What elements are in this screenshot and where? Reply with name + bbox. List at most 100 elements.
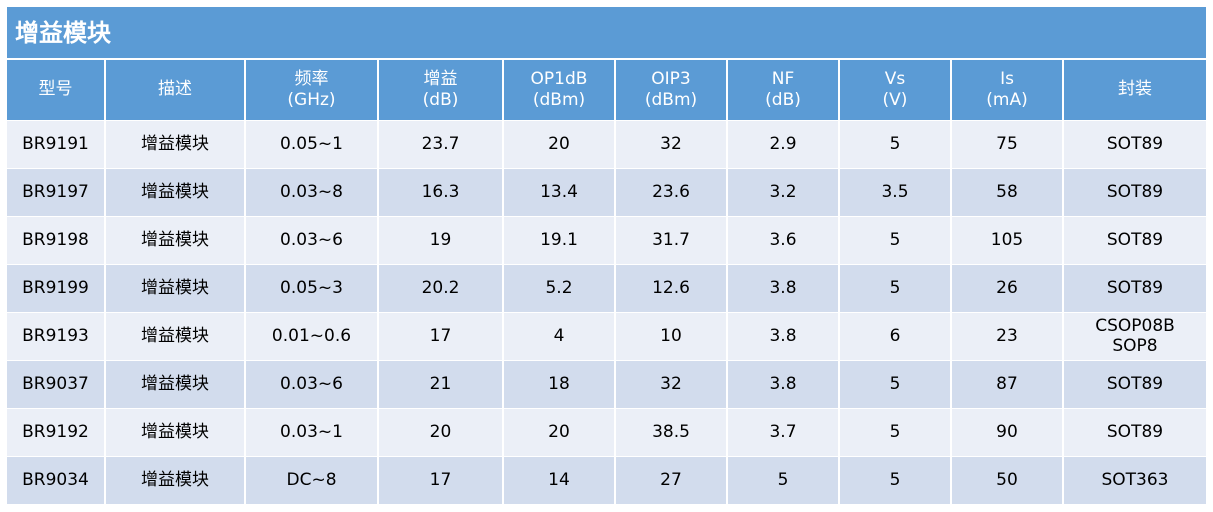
table-body: BR9191 增益模块 0.05~1 23.7 20 32 2.9 5 75 SOT89 BR919… (7, 119, 1206, 504)
cell-nf: 3.7 (727, 407, 840, 456)
cell-vs: 3.5 (839, 167, 952, 216)
column-header: 描述 (105, 60, 246, 120)
cell-freq: 0.05~3 (245, 263, 379, 312)
cell-model: BR9037 (7, 359, 106, 408)
cell-oip3: 12.6 (615, 263, 728, 312)
cell-package: SOT363 (1063, 455, 1206, 504)
cell-desc: 增益模块 (105, 167, 246, 216)
cell-vs: 5 (839, 407, 952, 456)
cell-desc: 增益模块 (105, 407, 246, 456)
cell-gain: 20.2 (378, 263, 504, 312)
cell-op1db: 18 (503, 359, 616, 408)
cell-package: SOT89 (1063, 167, 1206, 216)
cell-vs: 5 (839, 359, 952, 408)
column-header-label: 增益 (423, 68, 458, 89)
table-row: BR9192 增益模块 0.03~1 20 20 38.5 3.7 5 90 SOT89 (7, 407, 1206, 456)
cell-package: SOT89 (1063, 359, 1206, 408)
cell-is: 90 (951, 407, 1064, 456)
cell-desc: 增益模块 (105, 359, 246, 408)
cell-oip3: 38.5 (615, 407, 728, 456)
cell-is: 23 (951, 311, 1064, 360)
column-header-unit: (GHz) (287, 89, 336, 110)
column-header: 型号 (7, 60, 106, 120)
cell-gain: 23.7 (378, 119, 504, 168)
column-header-label: OIP3 (651, 68, 691, 89)
table-row: BR9199 增益模块 0.05~3 20.2 5.2 12.6 3.8 5 26 SOT89 (7, 263, 1206, 312)
cell-nf: 5 (727, 455, 840, 504)
cell-freq: DC~8 (245, 455, 379, 504)
cell-nf: 3.8 (727, 359, 840, 408)
cell-freq: 0.01~0.6 (245, 311, 379, 360)
cell-is: 87 (951, 359, 1064, 408)
cell-oip3: 31.7 (615, 215, 728, 264)
cell-nf: 3.8 (727, 263, 840, 312)
package-name: SOP8 (1112, 336, 1158, 356)
header-row: 型号 描述 频率 (GHz) 增益 (dB) OP1dB (dBm) OIP3 (dBm) NF (d… (7, 60, 1206, 120)
cell-gain: 16.3 (378, 167, 504, 216)
cell-oip3: 32 (615, 359, 728, 408)
column-header-label: 描述 (158, 79, 192, 100)
column-header-label: Vs (884, 68, 906, 89)
cell-freq: 0.03~6 (245, 359, 379, 408)
cell-freq: 0.03~8 (245, 167, 379, 216)
cell-is: 75 (951, 119, 1064, 168)
cell-model: BR9034 (7, 455, 106, 504)
table-row: BR9191 增益模块 0.05~1 23.7 20 32 2.9 5 75 SOT89 (7, 119, 1206, 168)
cell-desc: 增益模块 (105, 215, 246, 264)
column-header-unit: (dB) (422, 89, 459, 110)
table-row: BR9193 增益模块 0.01~0.6 17 4 10 3.8 6 23 CSOP08B SOP8 (7, 311, 1206, 360)
cell-op1db: 13.4 (503, 167, 616, 216)
cell-is: 50 (951, 455, 1064, 504)
cell-vs: 6 (839, 311, 952, 360)
cell-freq: 0.03~1 (245, 407, 379, 456)
column-header-label: OP1dB (530, 68, 588, 89)
table-row: BR9037 增益模块 0.03~6 21 18 32 3.8 5 87 SOT89 (7, 359, 1206, 408)
package-name: SOT89 (1106, 134, 1164, 154)
cell-is: 58 (951, 167, 1064, 216)
cell-package: CSOP08B SOP8 (1063, 311, 1206, 360)
package-name: SOT89 (1106, 230, 1164, 250)
cell-package: SOT89 (1063, 119, 1206, 168)
cell-vs: 5 (839, 455, 952, 504)
cell-vs: 5 (839, 215, 952, 264)
cell-oip3: 32 (615, 119, 728, 168)
column-header-label: 频率 (294, 68, 329, 89)
column-header-unit: (dB) (765, 89, 801, 110)
column-header-unit: (mA) (986, 89, 1028, 110)
cell-op1db: 4 (503, 311, 616, 360)
cell-op1db: 19.1 (503, 215, 616, 264)
cell-vs: 5 (839, 119, 952, 168)
column-header: 增益 (dB) (378, 60, 504, 120)
cell-nf: 2.9 (727, 119, 840, 168)
cell-op1db: 20 (503, 119, 616, 168)
cell-desc: 增益模块 (105, 263, 246, 312)
column-header-unit: (dBm) (532, 89, 586, 110)
column-header: OP1dB (dBm) (503, 60, 616, 120)
column-header: Is (mA) (951, 60, 1064, 120)
product-table-container: 增益模块 型号 描述 频率 (GHz) 增益 (dB) OP1dB (dBm) OIP3 (dBm… (7, 7, 1206, 504)
column-header: Vs (V) (839, 60, 952, 120)
cell-nf: 3.6 (727, 215, 840, 264)
cell-model: BR9192 (7, 407, 106, 456)
column-header-unit: (dBm) (644, 89, 698, 110)
table-row: BR9034 增益模块 DC~8 17 14 27 5 5 50 SOT363 (7, 455, 1206, 504)
cell-is: 26 (951, 263, 1064, 312)
cell-model: BR9198 (7, 215, 106, 264)
cell-package: SOT89 (1063, 215, 1206, 264)
column-header-unit: (V) (882, 89, 908, 110)
package-name: CSOP08B (1095, 316, 1175, 336)
cell-freq: 0.03~6 (245, 215, 379, 264)
cell-nf: 3.8 (727, 311, 840, 360)
cell-vs: 5 (839, 263, 952, 312)
column-header-label: NF (771, 68, 795, 89)
product-table: 型号 描述 频率 (GHz) 增益 (dB) OP1dB (dBm) OIP3 (dBm) NF (d… (7, 60, 1206, 504)
column-header: NF (dB) (727, 60, 840, 120)
cell-op1db: 14 (503, 455, 616, 504)
cell-gain: 17 (378, 455, 504, 504)
cell-nf: 3.2 (727, 167, 840, 216)
cell-op1db: 20 (503, 407, 616, 456)
cell-model: BR9197 (7, 167, 106, 216)
package-name: SOT89 (1106, 182, 1164, 202)
cell-oip3: 27 (615, 455, 728, 504)
package-name: SOT89 (1106, 422, 1164, 442)
